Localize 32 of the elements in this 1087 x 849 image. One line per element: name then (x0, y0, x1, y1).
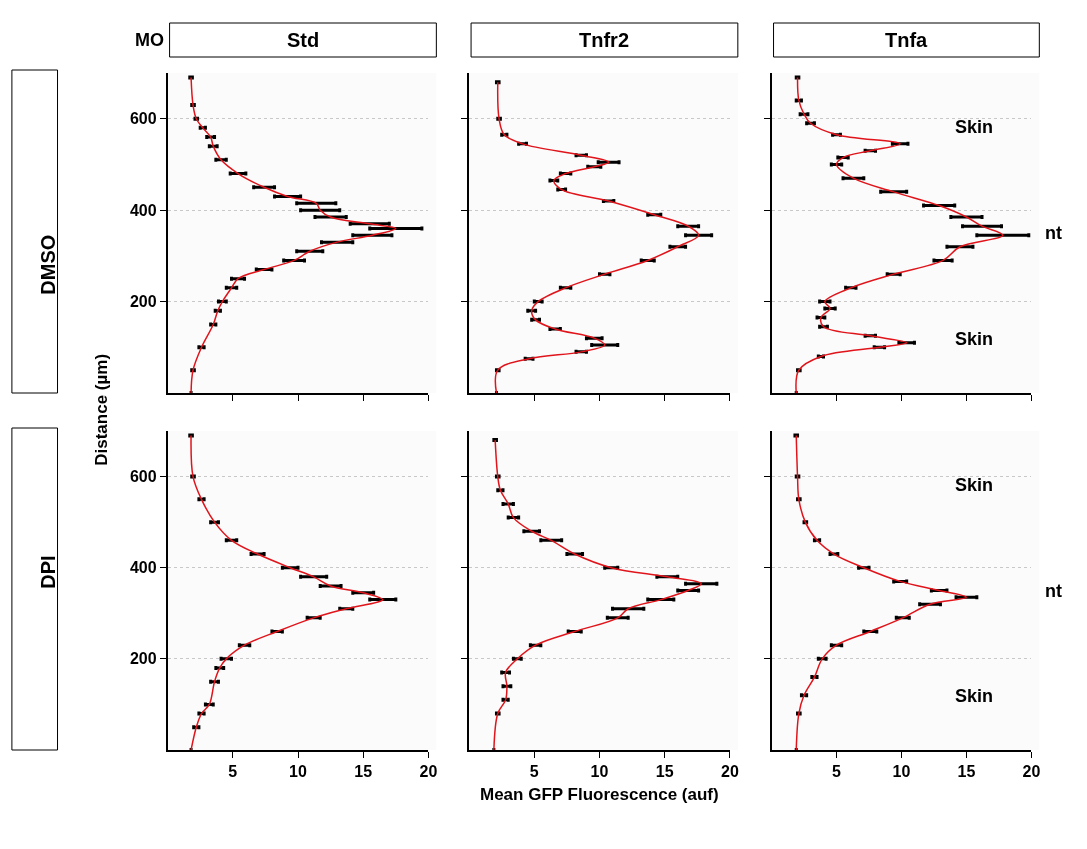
x-tick-label: 5 (228, 762, 238, 780)
chart-title: Std (287, 29, 320, 51)
chart-title: Tnfr2 (579, 29, 629, 51)
x-tick-label: 20 (721, 762, 739, 780)
annotation: Skin (955, 117, 994, 137)
x-tick-label: 15 (655, 762, 674, 780)
text: DMSO (36, 234, 59, 295)
text: nt (1045, 223, 1062, 243)
x-tick-label: 20 (1022, 762, 1041, 780)
text: MO (135, 30, 164, 50)
y-axis-title: Distance (µm) (91, 353, 111, 466)
y-tick-label: 400 (129, 559, 157, 577)
y-tick-label: 600 (129, 468, 157, 486)
annotation: Skin (955, 475, 994, 495)
text: nt (1045, 581, 1062, 601)
x-tick-label: 5 (832, 762, 842, 780)
y-tick-label: 200 (129, 650, 157, 668)
annotation: Skin (955, 686, 994, 706)
text: DPI (36, 555, 59, 589)
y-tick-label: 400 (129, 201, 157, 219)
x-tick-label: 10 (289, 762, 308, 780)
annotation: Skin (955, 329, 994, 349)
x-tick-label: 10 (892, 762, 911, 780)
x-tick-label: 15 (354, 762, 373, 780)
x-tick-label: 15 (957, 762, 976, 780)
y-tick-label: 600 (129, 110, 157, 128)
x-tick-label: 10 (590, 762, 609, 780)
x-axis-title: Mean GFP Fluorescence (auf) (480, 785, 719, 804)
x-tick-label: 20 (419, 762, 438, 780)
x-tick-label: 5 (529, 762, 539, 780)
y-tick-label: 200 (129, 293, 157, 311)
chart-title: Tnfa (885, 29, 929, 51)
